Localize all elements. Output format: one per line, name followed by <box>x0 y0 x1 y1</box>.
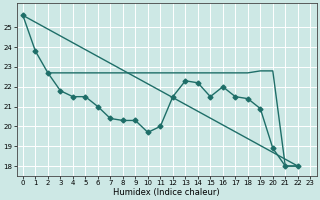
X-axis label: Humidex (Indice chaleur): Humidex (Indice chaleur) <box>113 188 220 197</box>
